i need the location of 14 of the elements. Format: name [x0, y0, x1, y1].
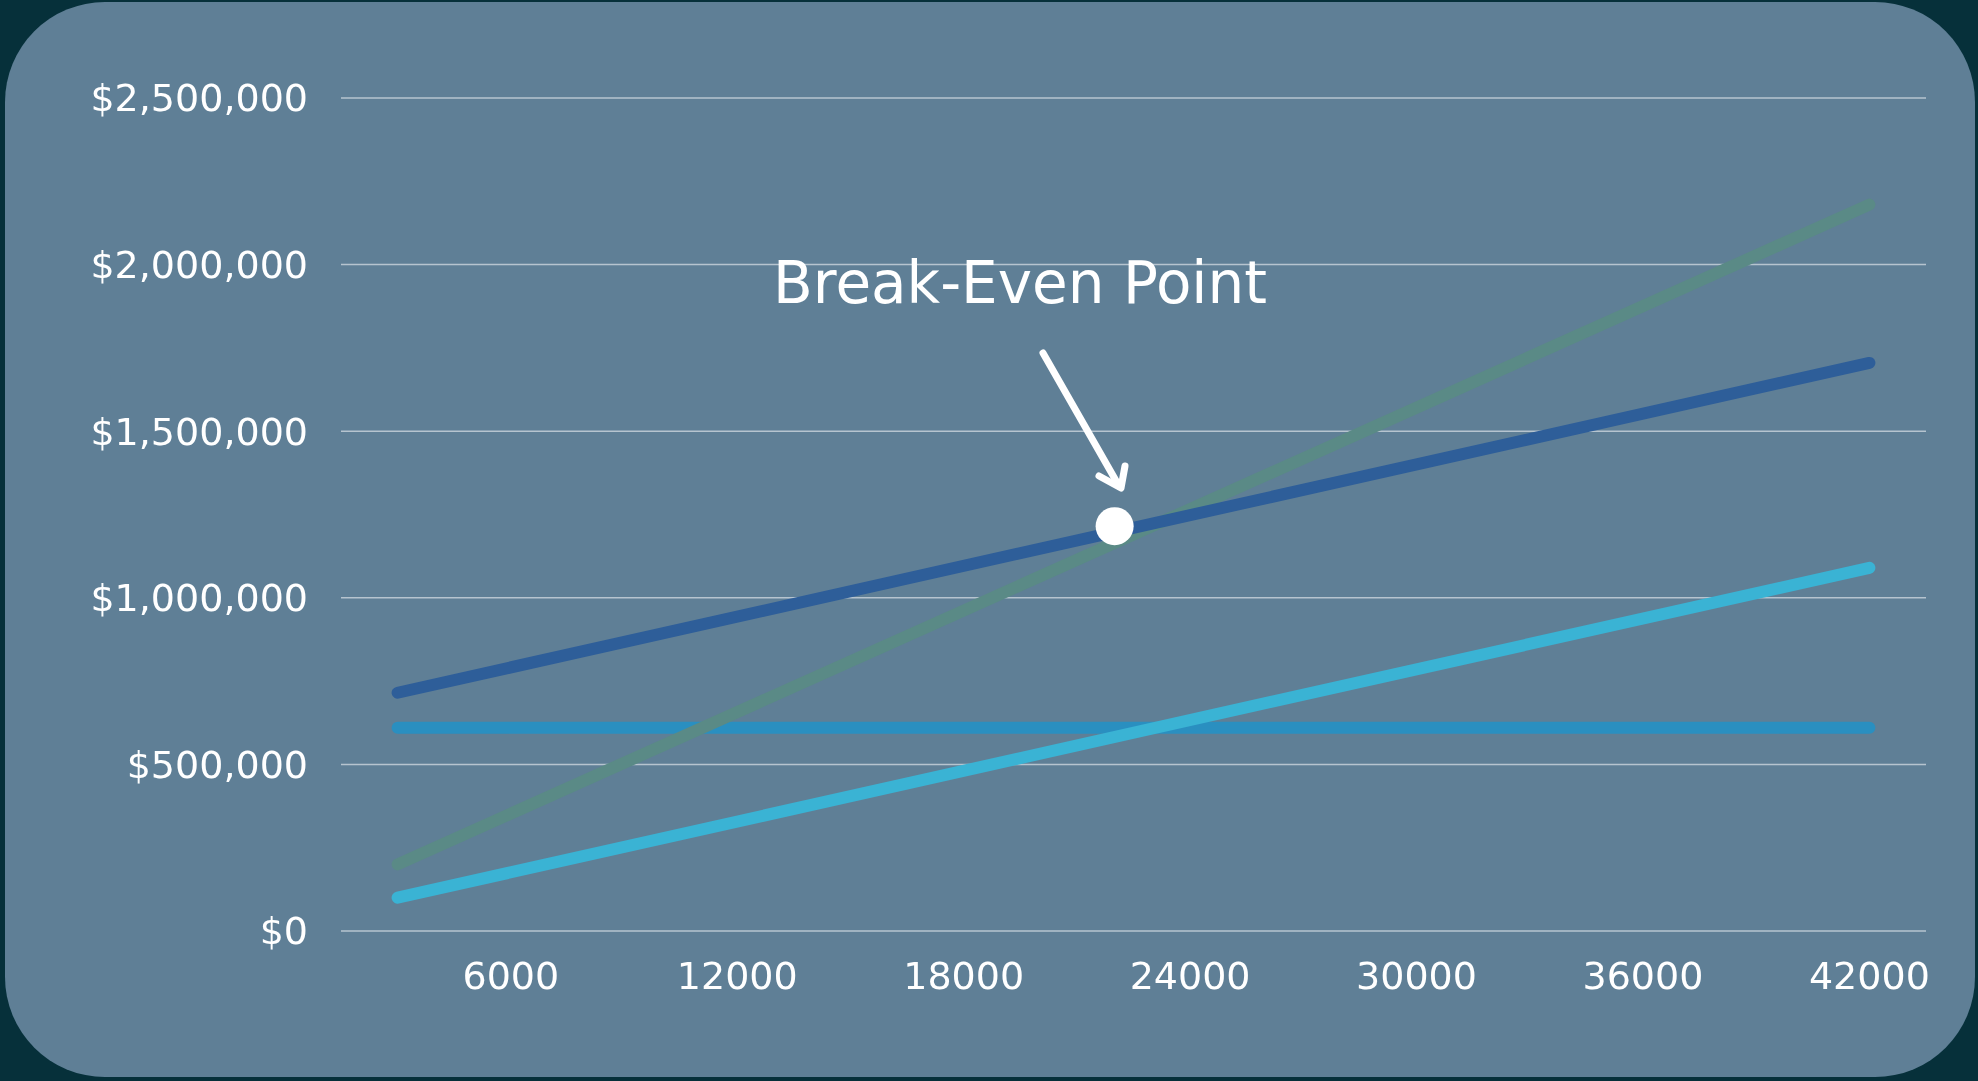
x-tick-label: 42000 — [1808, 954, 1930, 998]
annotation: Break-Even Point — [773, 249, 1267, 317]
x-tick-label: 24000 — [1129, 954, 1251, 998]
y-tick-label: $2,500,000 — [90, 76, 308, 121]
x-tick-label: 18000 — [903, 954, 1025, 998]
y-tick-label: $500,000 — [126, 742, 308, 787]
y-tick-label: $2,000,000 — [90, 242, 308, 287]
y-tick-label: $1,500,000 — [90, 409, 308, 454]
y-tick-label: $1,000,000 — [90, 576, 308, 621]
y-tick-label: $0 — [259, 909, 308, 954]
x-tick-label: 36000 — [1582, 954, 1704, 998]
x-tick-label: 30000 — [1356, 954, 1477, 998]
x-tick-label: 6000 — [462, 954, 560, 998]
x-tick-label: 12000 — [676, 954, 798, 998]
